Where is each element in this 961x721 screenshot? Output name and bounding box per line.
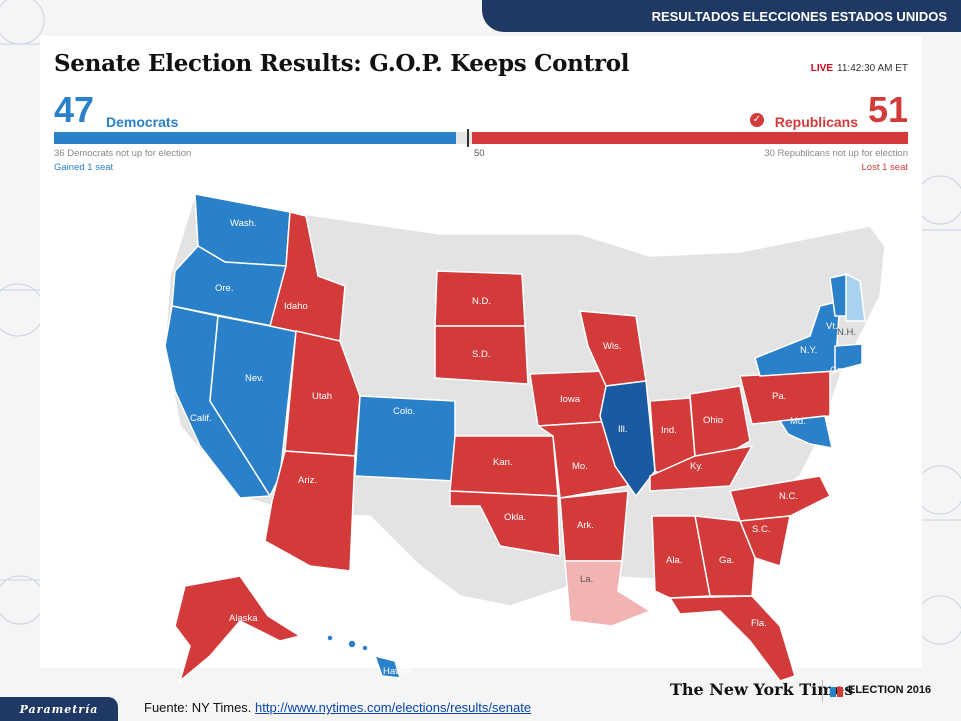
state-hawaii[interactable] bbox=[326, 634, 402, 679]
label-fla: Fla. bbox=[751, 618, 767, 629]
state-nc[interactable] bbox=[729, 475, 832, 522]
state-idaho[interactable] bbox=[269, 211, 346, 342]
label-vt: Vt. bbox=[826, 321, 838, 332]
source-link[interactable]: http://www.nytimes.com/elections/results… bbox=[255, 700, 532, 715]
majority-label: 50 bbox=[474, 148, 485, 159]
state-ark[interactable] bbox=[559, 490, 629, 562]
label-ga: Ga. bbox=[719, 555, 734, 566]
label-nd: N.D. bbox=[472, 296, 491, 307]
check-circle-icon: ✓ bbox=[750, 113, 764, 127]
label-nev: Nev. bbox=[245, 373, 264, 384]
label-mo: Mo. bbox=[572, 461, 588, 472]
nyt-logo: The New York Times bbox=[670, 680, 854, 699]
state-sd[interactable] bbox=[434, 325, 529, 385]
label-nh: N.H. bbox=[837, 327, 856, 338]
democrats-label: Democrats bbox=[106, 114, 179, 130]
state-okla[interactable] bbox=[449, 490, 561, 557]
democrats-change: Gained 1 seat bbox=[54, 162, 114, 173]
page-title: Senate Election Results: G.O.P. Keeps Co… bbox=[54, 50, 630, 77]
label-ind: Ind. bbox=[661, 425, 677, 436]
democrats-not-up: 36 Democrats not up for election bbox=[54, 148, 192, 159]
label-kan: Kan. bbox=[493, 457, 513, 468]
label-sd: S.D. bbox=[472, 349, 490, 360]
label-ore: Ore. bbox=[215, 283, 233, 294]
label-ky: Ky. bbox=[690, 461, 703, 472]
state-nh[interactable] bbox=[845, 272, 866, 322]
republicans-count: 51 bbox=[867, 89, 908, 130]
label-sc: S.C. bbox=[752, 524, 770, 535]
us-senate-map: Wash. Ore. Calif. Nev. Idaho Utah Ariz. … bbox=[164, 193, 886, 684]
source-note: Fuente: NY Times. http://www.nytimes.com… bbox=[144, 700, 531, 715]
republicans-label: Republicans bbox=[774, 114, 858, 130]
label-ark: Ark. bbox=[577, 520, 594, 531]
democrats-count: 47 bbox=[54, 89, 95, 130]
live-time: 11:42:30 AM ET bbox=[837, 63, 908, 74]
label-okla: Okla. bbox=[504, 512, 526, 523]
label-la: La. bbox=[580, 574, 593, 585]
label-ala: Ala. bbox=[666, 555, 682, 566]
label-ohio: Ohio bbox=[703, 415, 723, 426]
label-wash: Wash. bbox=[230, 218, 257, 229]
live-badge: LIVE bbox=[810, 63, 834, 74]
label-md: Md. bbox=[790, 416, 806, 427]
label-hawaii: Hawaii bbox=[383, 666, 412, 677]
label-alaska: Alaska bbox=[229, 613, 258, 624]
seats-bar-democrats bbox=[54, 132, 456, 144]
state-ariz[interactable] bbox=[264, 450, 356, 572]
seats-bar-republicans bbox=[472, 132, 908, 144]
state-labels: Wash. Ore. Calif. Nev. Idaho Utah Ariz. … bbox=[190, 218, 856, 677]
label-iowa: Iowa bbox=[560, 394, 581, 405]
label-idaho: Idaho bbox=[284, 301, 308, 312]
state-conn[interactable] bbox=[834, 343, 863, 372]
label-ny: N.Y. bbox=[800, 345, 817, 356]
state-alaska[interactable] bbox=[174, 575, 302, 684]
label-nc: N.C. bbox=[779, 491, 798, 502]
label-utah: Utah bbox=[312, 391, 332, 402]
footer-divider bbox=[822, 680, 823, 702]
ballot-box-icon bbox=[830, 687, 843, 697]
parametria-logo: Parametría bbox=[0, 697, 118, 721]
state-md[interactable] bbox=[778, 415, 833, 449]
label-wis: Wis. bbox=[603, 341, 621, 352]
label-ariz: Ariz. bbox=[298, 475, 317, 486]
label-calif: Calif. bbox=[190, 413, 212, 424]
state-fla[interactable] bbox=[668, 595, 796, 682]
header-banner: RESULTADOS ELECCIONES ESTADOS UNIDOS bbox=[482, 0, 961, 32]
state-ky[interactable] bbox=[649, 444, 754, 492]
republicans-change: Lost 1 seat bbox=[861, 162, 908, 173]
results-card: Senate Election Results: G.O.P. Keeps Co… bbox=[40, 36, 922, 684]
state-la[interactable] bbox=[564, 560, 652, 627]
seats-bar bbox=[54, 132, 908, 144]
election-2016-label: ELECTION 2016 bbox=[848, 684, 932, 696]
state-ill[interactable] bbox=[599, 380, 656, 498]
majority-marker bbox=[467, 129, 469, 147]
label-colo: Colo. bbox=[393, 406, 415, 417]
label-pa: Pa. bbox=[772, 391, 786, 402]
label-ill: Ill. bbox=[618, 424, 628, 435]
label-conn: Conn. bbox=[830, 365, 855, 376]
source-prefix: Fuente: NY Times. bbox=[144, 700, 252, 715]
republicans-not-up: 30 Republicans not up for election bbox=[764, 148, 908, 159]
live-timestamp: LIVE 11:42:30 AM ET bbox=[811, 63, 908, 74]
